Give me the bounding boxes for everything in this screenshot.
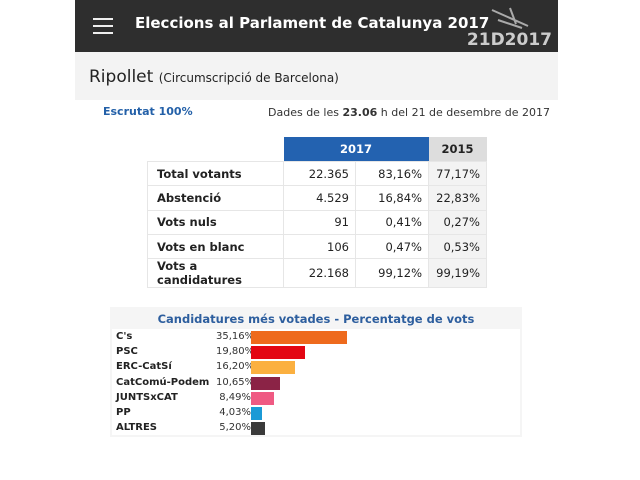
votes-value: 91 bbox=[283, 209, 356, 236]
party-name: ALTRES bbox=[116, 422, 158, 434]
district-name: (Circumscripció de Barcelona) bbox=[158, 71, 339, 85]
pct-2017: 16,84% bbox=[355, 185, 429, 211]
chart-row: PP 4,03% bbox=[112, 404, 520, 421]
votes-value: 4.529 bbox=[283, 185, 356, 211]
pct-2017: 0,41% bbox=[355, 209, 429, 236]
party-pct-label: 4,03% bbox=[219, 406, 251, 418]
table-row: Abstenció 4.529 16,84% 22,83% bbox=[147, 185, 487, 211]
logo-text: 21D2017 bbox=[466, 30, 552, 50]
party-bar bbox=[251, 376, 281, 390]
pct-2015: 22,83% bbox=[428, 185, 487, 211]
party-pct-label: 16,20% bbox=[216, 361, 255, 373]
scrutiny-status: Escrutat 100% bbox=[103, 105, 193, 118]
pct-2015: 0,53% bbox=[428, 234, 487, 260]
party-bar bbox=[251, 346, 306, 360]
party-name: ERC-CatSí bbox=[116, 361, 172, 373]
party-bar bbox=[251, 422, 266, 436]
party-bar bbox=[251, 406, 262, 420]
header-2015: 2015 bbox=[428, 137, 487, 162]
data-timestamp: Dades de les 23.06 h del 21 de desembre … bbox=[268, 106, 550, 119]
pct-2017: 83,16% bbox=[355, 160, 429, 187]
ballot-box-icon bbox=[491, 7, 529, 29]
pct-2015: 99,19% bbox=[428, 258, 487, 289]
party-pct-label: 10,65% bbox=[216, 376, 255, 388]
party-pct-label: 8,49% bbox=[219, 391, 251, 403]
chart-row: ALTRES 5,20% bbox=[112, 420, 520, 436]
party-pct-label: 35,16% bbox=[216, 331, 255, 342]
party-bar bbox=[251, 361, 296, 375]
chart-row: PSC 19,80% bbox=[112, 344, 520, 360]
party-bar bbox=[251, 331, 347, 344]
chart-row: ERC-CatSí 16,20% bbox=[112, 359, 520, 375]
party-pct-label: 19,80% bbox=[216, 346, 255, 358]
hamburger-menu-icon[interactable] bbox=[93, 18, 113, 34]
party-pct-label: 5,20% bbox=[219, 422, 251, 434]
pct-2015: 77,17% bbox=[428, 160, 487, 187]
votes-value: 22.365 bbox=[283, 160, 356, 187]
party-name: PP bbox=[116, 406, 131, 418]
header-2017: 2017 bbox=[283, 137, 429, 162]
party-bar bbox=[251, 391, 275, 405]
party-name: CatComú-Podem bbox=[116, 376, 210, 388]
table-corner bbox=[148, 137, 284, 161]
timestamp-prefix: Dades de les bbox=[268, 106, 339, 119]
election-logo: 21D2017 bbox=[467, 6, 552, 50]
row-label: Vots a candidatures bbox=[147, 258, 284, 289]
party-name: JUNTSxCAT bbox=[116, 391, 178, 403]
pct-2015: 0,27% bbox=[428, 209, 487, 236]
table-row: Vots nuls 91 0,41% 0,27% bbox=[147, 209, 487, 236]
timestamp-suffix: h del 21 de desembre de 2017 bbox=[380, 106, 551, 119]
table-row: Vots en blanc 106 0,47% 0,53% bbox=[147, 234, 487, 260]
turnout-table: 2017 2015 Total votants 22.365 83,16% 77,17%… bbox=[147, 137, 487, 289]
party-results-chart: Candidatures més votades - Percentatge d… bbox=[110, 307, 522, 437]
timestamp-time: 23.06 bbox=[342, 106, 378, 119]
party-name: PSC bbox=[116, 346, 138, 358]
municipality-name: Ripollet bbox=[89, 67, 154, 87]
row-label: Vots en blanc bbox=[147, 234, 284, 260]
votes-value: 22.168 bbox=[283, 258, 356, 289]
votes-value: 106 bbox=[283, 234, 356, 260]
party-name: C's bbox=[116, 331, 133, 342]
row-label: Total votants bbox=[147, 160, 284, 187]
chart-title: Candidatures més votades - Percentatge d… bbox=[157, 312, 475, 326]
row-label: Vots nuls bbox=[147, 209, 284, 236]
table-row: Vots a candidatures 22.168 99,12% 99,19% bbox=[147, 258, 487, 289]
pct-2017: 0,47% bbox=[355, 234, 429, 260]
chart-row: JUNTSxCAT 8,49% bbox=[112, 389, 520, 405]
chart-row: CatComú-Podem 10,65% bbox=[112, 374, 520, 390]
pct-2017: 99,12% bbox=[355, 258, 429, 289]
table-row: Total votants 22.365 83,16% 77,17% bbox=[147, 160, 487, 187]
chart-row: C's 35,16% bbox=[112, 329, 520, 345]
row-label: Abstenció bbox=[147, 185, 284, 211]
page-title: Eleccions al Parlament de Catalunya 2017 bbox=[135, 14, 490, 32]
app-header: Eleccions al Parlament de Catalunya 2017… bbox=[75, 0, 558, 52]
location-header: Ripollet (Circumscripció de Barcelona) bbox=[75, 52, 558, 100]
